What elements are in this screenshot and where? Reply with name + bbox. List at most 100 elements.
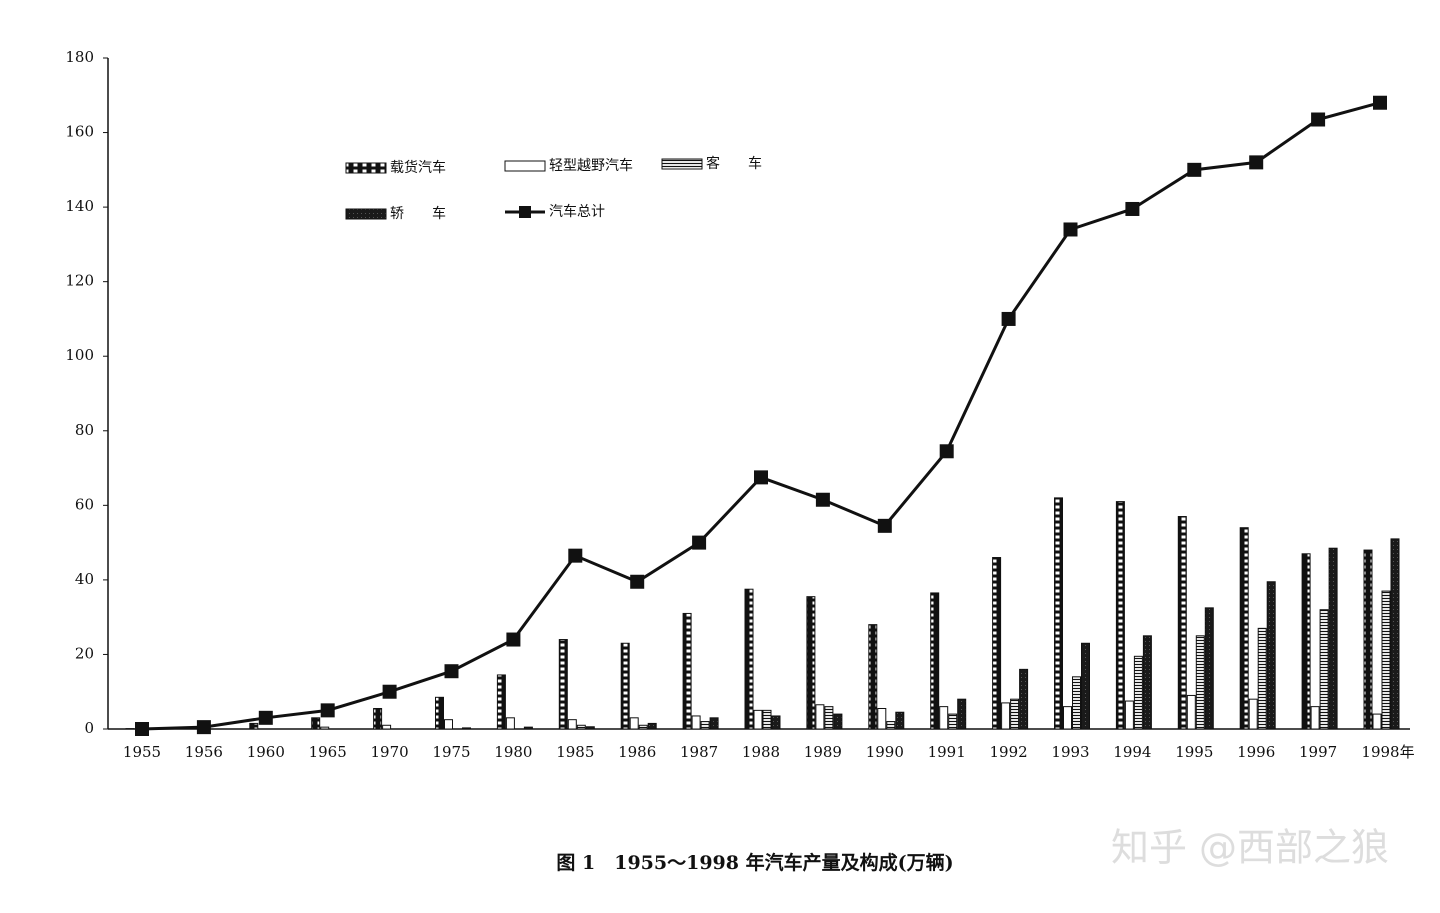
bar bbox=[621, 643, 629, 729]
bar bbox=[993, 558, 1001, 729]
bar bbox=[807, 597, 815, 729]
marker bbox=[506, 633, 520, 647]
bar bbox=[1134, 656, 1142, 729]
bar bbox=[1391, 539, 1399, 729]
bar bbox=[1249, 699, 1257, 729]
bar bbox=[648, 723, 656, 729]
bar bbox=[321, 727, 329, 729]
bar bbox=[497, 675, 505, 729]
bar bbox=[559, 640, 567, 729]
marker bbox=[1373, 96, 1387, 110]
x-tick-label: 1975 bbox=[432, 743, 470, 761]
legend-swatch bbox=[519, 206, 531, 218]
marker bbox=[1311, 113, 1325, 127]
bar bbox=[1258, 628, 1266, 729]
legend-swatch bbox=[505, 161, 545, 171]
bar bbox=[639, 725, 647, 729]
bar bbox=[878, 708, 886, 729]
x-tick-label: 1994 bbox=[1113, 743, 1151, 761]
x-tick-label: 1996 bbox=[1237, 743, 1275, 761]
legend-label: 载货汽车 bbox=[390, 159, 446, 176]
marker bbox=[259, 711, 273, 725]
bar bbox=[630, 718, 638, 729]
x-tick-label: 1970 bbox=[371, 743, 409, 761]
bar bbox=[463, 728, 471, 729]
marker bbox=[321, 703, 335, 717]
bar bbox=[1143, 636, 1151, 729]
bar bbox=[869, 625, 877, 729]
x-tick-label: 1995 bbox=[1175, 743, 1213, 761]
marker bbox=[692, 536, 706, 550]
legend-swatch bbox=[662, 159, 702, 169]
legend-label: 轻型越野汽车 bbox=[549, 157, 633, 174]
watermark: 知乎 @西部之狼 bbox=[1111, 826, 1389, 870]
bar bbox=[710, 718, 718, 729]
y-tick-label: 100 bbox=[65, 346, 94, 364]
x-tick-label: 1997 bbox=[1299, 743, 1337, 761]
bar bbox=[524, 727, 532, 729]
legend-swatch bbox=[346, 163, 386, 173]
marker bbox=[197, 720, 211, 734]
bar bbox=[896, 712, 904, 729]
x-tick-label: 1986 bbox=[618, 743, 656, 761]
bar bbox=[1196, 636, 1204, 729]
marker bbox=[630, 575, 644, 589]
marker bbox=[754, 470, 768, 484]
bar bbox=[1382, 591, 1390, 729]
y-tick-label: 180 bbox=[65, 48, 94, 66]
bar bbox=[1073, 677, 1081, 729]
x-tick-label: 1991 bbox=[928, 743, 966, 761]
marker bbox=[568, 549, 582, 563]
x-tick-label: 1960 bbox=[247, 743, 285, 761]
bar bbox=[383, 725, 391, 729]
bar bbox=[834, 714, 842, 729]
x-tick-label: 1985 bbox=[556, 743, 594, 761]
bar bbox=[1187, 695, 1195, 729]
bar bbox=[1020, 669, 1028, 729]
y-tick-label: 80 bbox=[75, 421, 94, 439]
bar bbox=[949, 714, 957, 729]
bar bbox=[250, 723, 258, 729]
bar bbox=[1311, 707, 1319, 729]
x-tick-label: 1956 bbox=[185, 743, 223, 761]
y-tick-label: 120 bbox=[65, 272, 94, 290]
bar bbox=[825, 707, 833, 729]
legend-label: 轿 车 bbox=[390, 205, 446, 222]
bar bbox=[1082, 643, 1090, 729]
bar bbox=[1116, 502, 1124, 729]
chart-title: 图 1 1955～1998 年汽车产量及构成(万辆) bbox=[556, 851, 953, 874]
y-tick-label: 40 bbox=[75, 570, 94, 588]
bar bbox=[1302, 554, 1310, 729]
bar bbox=[445, 720, 453, 729]
legend-label: 汽车总计 bbox=[549, 203, 605, 220]
bar bbox=[1055, 498, 1063, 729]
bar bbox=[586, 727, 594, 729]
x-tick-label: 1987 bbox=[680, 743, 718, 761]
bar bbox=[506, 718, 514, 729]
y-tick-label: 140 bbox=[65, 197, 94, 215]
y-tick-label: 160 bbox=[65, 123, 94, 141]
x-tick-label: 1993 bbox=[1051, 743, 1089, 761]
bar bbox=[745, 589, 753, 729]
x-tick-label: 1989 bbox=[804, 743, 842, 761]
bar bbox=[436, 697, 444, 729]
marker bbox=[940, 444, 954, 458]
marker bbox=[1125, 202, 1139, 216]
marker bbox=[1187, 163, 1201, 177]
marker bbox=[445, 664, 459, 678]
bar bbox=[1364, 550, 1372, 729]
bar bbox=[1064, 707, 1072, 729]
marker bbox=[816, 493, 830, 507]
line bbox=[142, 103, 1380, 729]
x-tick-label: 1988 bbox=[742, 743, 780, 761]
bar bbox=[1011, 699, 1019, 729]
x-tick-label: 1990 bbox=[866, 743, 904, 761]
x-tick-label: 1992 bbox=[990, 743, 1028, 761]
bar bbox=[958, 699, 966, 729]
x-tick-label: 1998年 bbox=[1361, 743, 1414, 761]
bar bbox=[1373, 714, 1381, 729]
legend-swatch bbox=[346, 209, 386, 219]
y-tick-label: 0 bbox=[84, 719, 94, 737]
marker bbox=[1064, 222, 1078, 236]
